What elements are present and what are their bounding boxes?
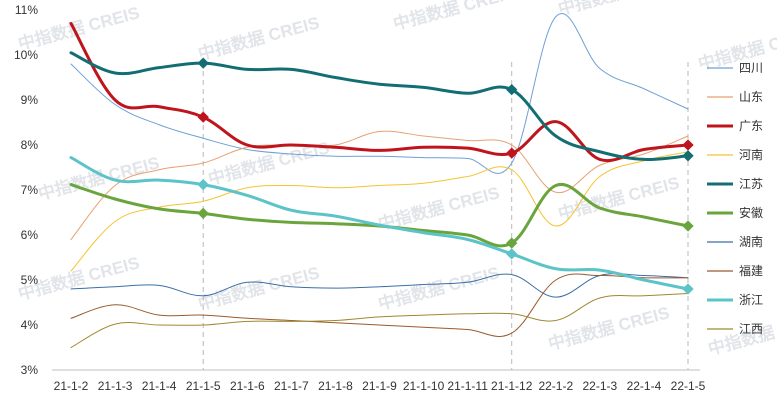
series-line bbox=[70, 130, 689, 240]
series-6 bbox=[70, 273, 689, 298]
x-tick-label: 21-1-4 bbox=[142, 379, 177, 393]
series-line bbox=[70, 273, 689, 298]
x-tick-label: 22-1-5 bbox=[671, 379, 706, 393]
legend-label: 江苏 bbox=[739, 177, 763, 191]
series-line bbox=[69, 156, 690, 291]
series-layer bbox=[69, 13, 694, 348]
y-tick-label: 3% bbox=[21, 363, 39, 377]
legend-item: 江西 bbox=[707, 322, 763, 336]
legend-item: 江苏 bbox=[707, 177, 763, 191]
watermark-text: 中指数据 CREIS bbox=[556, 172, 682, 224]
legend-label: 福建 bbox=[739, 263, 763, 278]
watermark-text: 中指数据 CREIS bbox=[556, 0, 682, 19]
series-line bbox=[70, 13, 689, 174]
x-axis-labels: 21-1-2 21-1-3 21-1-4 21-1-5 21-1-6 21-1-7 21-1… bbox=[54, 379, 706, 393]
series-9 bbox=[70, 293, 689, 348]
legend-item: 福建 bbox=[707, 263, 763, 278]
x-tick-label: 21-1-8 bbox=[318, 379, 353, 393]
series-8 bbox=[69, 156, 694, 295]
legend-label: 河南 bbox=[739, 147, 763, 162]
x-tick-label: 22-1-4 bbox=[627, 379, 662, 393]
data-point-marker bbox=[682, 139, 694, 151]
series-3 bbox=[70, 151, 689, 272]
y-tick-label: 8% bbox=[21, 138, 39, 152]
legend-label: 江西 bbox=[739, 322, 763, 336]
legend-item: 浙江 bbox=[707, 293, 763, 307]
legend-label: 广东 bbox=[739, 119, 763, 133]
legend-item: 山东 bbox=[707, 90, 763, 104]
y-tick-label: 10% bbox=[14, 48, 38, 62]
legend-item: 安徽 bbox=[707, 205, 763, 220]
x-tick-label: 21-1-9 bbox=[362, 379, 397, 393]
legend-label: 四川 bbox=[739, 61, 763, 75]
x-tick-label: 22-1-3 bbox=[583, 379, 618, 393]
legend-item: 湖南 bbox=[707, 234, 763, 249]
watermark-text: 中指数据 CREIS bbox=[546, 302, 672, 354]
series-line bbox=[69, 51, 690, 161]
y-tick-label: 4% bbox=[21, 318, 39, 332]
data-point-marker bbox=[197, 178, 209, 191]
watermark-text: 中指数据 CREIS bbox=[196, 12, 322, 64]
data-point-marker bbox=[506, 237, 518, 249]
y-tick-label: 9% bbox=[21, 93, 39, 107]
watermark-text: 中指数据 CREIS bbox=[36, 152, 162, 204]
data-point-marker bbox=[506, 147, 518, 159]
legend-label: 湖南 bbox=[739, 234, 763, 249]
x-tick-label: 21-1-3 bbox=[98, 379, 133, 393]
series-0 bbox=[70, 13, 689, 174]
y-tick-label: 11% bbox=[15, 3, 38, 17]
x-tick-label: 21-1-2 bbox=[54, 379, 89, 393]
series-line bbox=[69, 22, 690, 163]
legend-label: 浙江 bbox=[739, 293, 763, 307]
watermark-text: 中指数据 CREIS bbox=[696, 22, 777, 74]
legend-label: 安徽 bbox=[739, 205, 763, 220]
series-1 bbox=[70, 130, 689, 240]
x-tick-label: 21-1-12 bbox=[491, 379, 533, 393]
x-tick-label: 21-1-11 bbox=[447, 379, 488, 393]
x-tick-label: 21-1-6 bbox=[230, 379, 265, 393]
series-7 bbox=[70, 273, 689, 337]
data-point-marker bbox=[197, 111, 209, 123]
series-line bbox=[70, 273, 689, 337]
data-point-marker bbox=[506, 248, 518, 260]
x-tick-label: 21-1-10 bbox=[403, 379, 445, 393]
series-line bbox=[70, 151, 689, 272]
y-tick-label: 6% bbox=[21, 228, 39, 242]
watermark-text: 中指数据 CREIS bbox=[391, 0, 517, 34]
series-2 bbox=[69, 22, 694, 163]
data-point-marker bbox=[197, 207, 209, 220]
x-tick-label: 21-1-5 bbox=[186, 379, 221, 393]
data-point-marker bbox=[682, 220, 694, 232]
legend-label: 山东 bbox=[739, 90, 763, 104]
series-line bbox=[70, 293, 689, 348]
x-tick-label: 21-1-7 bbox=[274, 379, 309, 393]
x-tick-label: 22-1-2 bbox=[538, 379, 573, 393]
data-point-marker bbox=[682, 150, 694, 162]
watermark-text: 中指数据 CREIS bbox=[376, 262, 502, 314]
legend-item: 广东 bbox=[707, 119, 763, 133]
data-point-marker bbox=[682, 283, 694, 295]
watermark-text: 中指数据 CREIS bbox=[196, 262, 322, 314]
y-axis-labels: 3% 4% 5% 6% 7% 8% 9% 10% 11% bbox=[14, 3, 38, 377]
y-tick-label: 7% bbox=[21, 183, 39, 197]
watermark-layer: 中指数据 CREIS 中指数据 CREIS 中指数据 CREIS 中指数据 CREIS… bbox=[16, 0, 777, 359]
y-tick-label: 5% bbox=[21, 273, 39, 287]
legend-item: 四川 bbox=[707, 61, 763, 75]
legend-item: 河南 bbox=[707, 147, 763, 162]
